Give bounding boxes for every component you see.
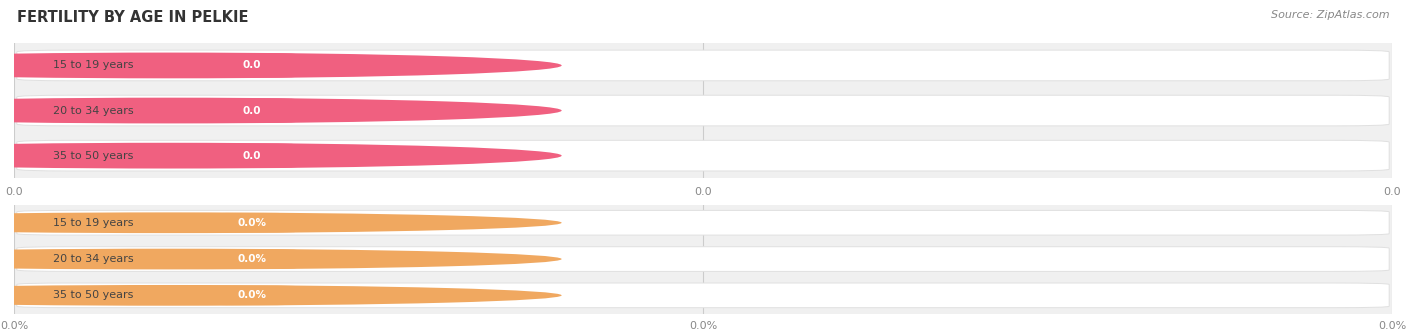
Circle shape [0, 249, 561, 269]
FancyBboxPatch shape [17, 140, 1389, 171]
FancyBboxPatch shape [17, 283, 1389, 308]
FancyBboxPatch shape [17, 211, 1389, 235]
Text: 0.0: 0.0 [242, 151, 262, 161]
Text: 0.0%: 0.0% [238, 290, 266, 300]
Text: 0.0: 0.0 [242, 106, 262, 116]
FancyBboxPatch shape [17, 247, 1389, 271]
Circle shape [0, 143, 561, 169]
Circle shape [0, 52, 561, 78]
Text: 20 to 34 years: 20 to 34 years [52, 254, 134, 264]
Circle shape [0, 213, 561, 233]
FancyBboxPatch shape [207, 285, 297, 305]
FancyBboxPatch shape [17, 50, 1389, 81]
Text: 0.0%: 0.0% [1378, 321, 1406, 330]
Text: 0.0%: 0.0% [0, 321, 28, 330]
Circle shape [0, 285, 561, 306]
Text: 0.0%: 0.0% [689, 321, 717, 330]
Text: 35 to 50 years: 35 to 50 years [52, 151, 134, 161]
Text: 0.0: 0.0 [6, 187, 22, 197]
Text: FERTILITY BY AGE IN PELKIE: FERTILITY BY AGE IN PELKIE [17, 10, 249, 25]
Text: 0.0: 0.0 [242, 60, 262, 70]
FancyBboxPatch shape [207, 143, 297, 168]
Text: 0.0%: 0.0% [238, 254, 266, 264]
Text: 35 to 50 years: 35 to 50 years [52, 290, 134, 300]
Text: 20 to 34 years: 20 to 34 years [52, 106, 134, 116]
Text: 0.0: 0.0 [1384, 187, 1400, 197]
Text: Source: ZipAtlas.com: Source: ZipAtlas.com [1271, 10, 1389, 20]
FancyBboxPatch shape [207, 213, 297, 233]
Text: 0.0%: 0.0% [238, 218, 266, 228]
FancyBboxPatch shape [207, 249, 297, 269]
Circle shape [0, 98, 561, 123]
Text: 15 to 19 years: 15 to 19 years [52, 60, 134, 70]
FancyBboxPatch shape [207, 53, 297, 78]
FancyBboxPatch shape [17, 95, 1389, 126]
Text: 0.0: 0.0 [695, 187, 711, 197]
Text: 15 to 19 years: 15 to 19 years [52, 218, 134, 228]
FancyBboxPatch shape [207, 98, 297, 123]
